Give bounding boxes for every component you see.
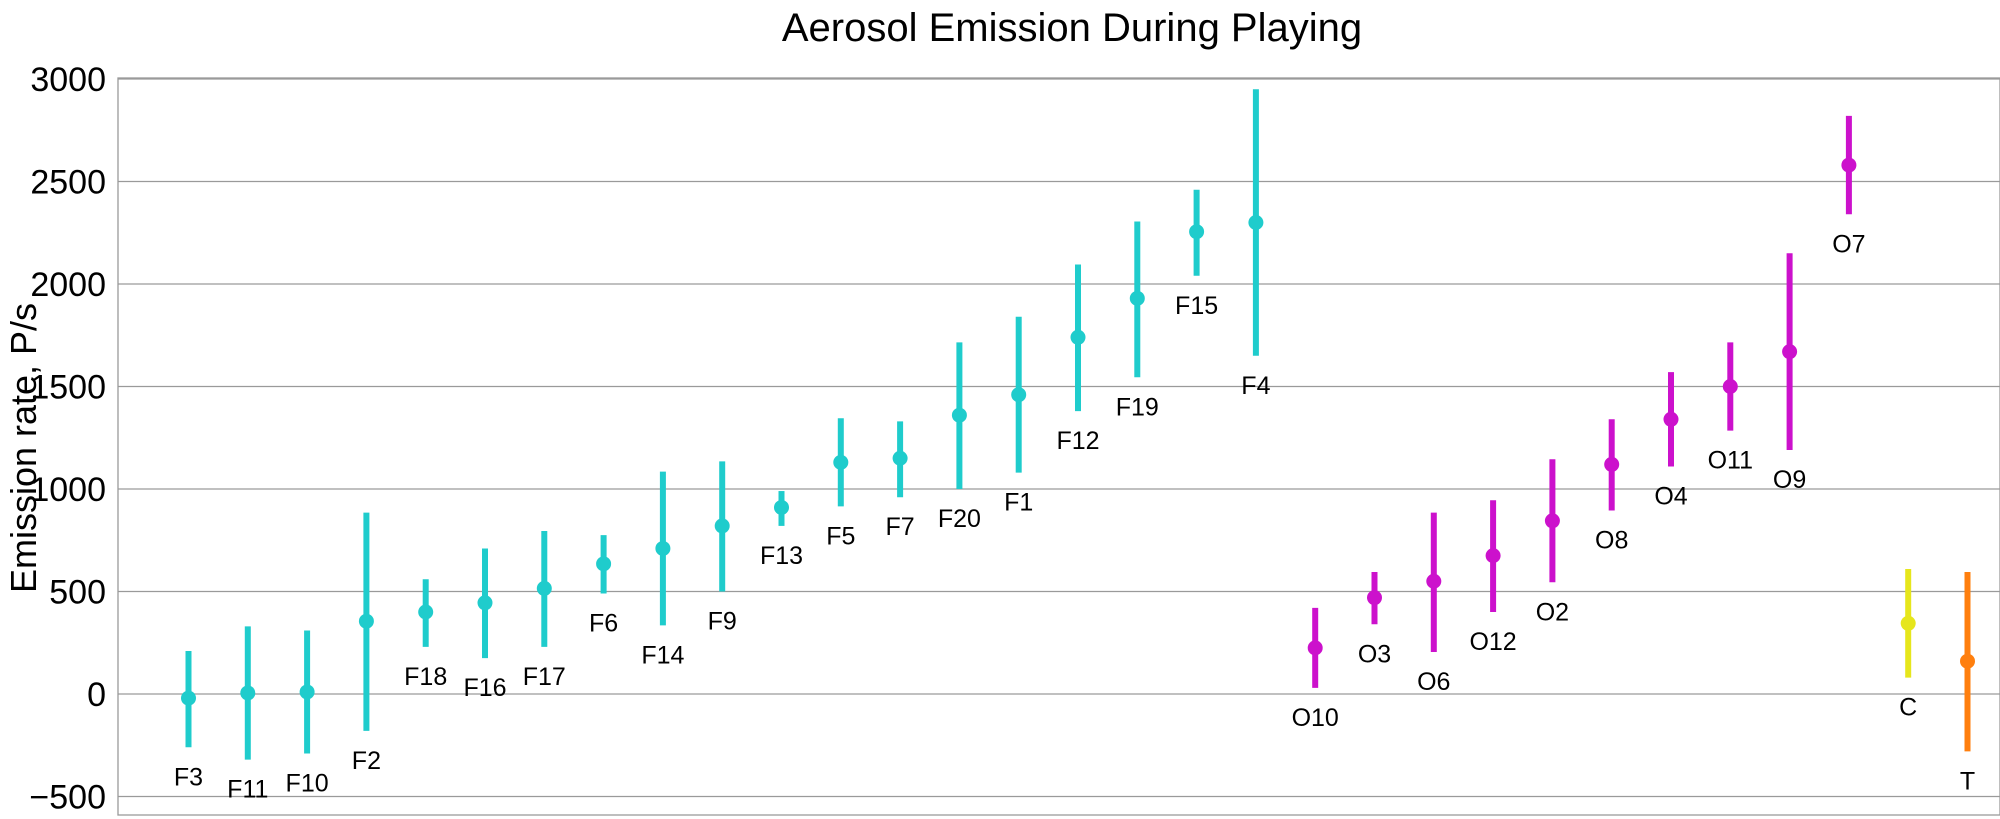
data-point <box>1248 215 1264 230</box>
data-point <box>418 604 434 620</box>
point-label: F6 <box>589 610 618 638</box>
point-label: F20 <box>938 505 981 533</box>
point-label: O12 <box>1469 628 1516 656</box>
data-point <box>358 613 374 629</box>
point-label: F3 <box>174 763 203 791</box>
data-point <box>181 690 196 706</box>
y-tick-label: 1000 <box>30 471 106 509</box>
point-label: O4 <box>1654 482 1687 510</box>
data-point <box>1841 157 1857 173</box>
data-point <box>1011 387 1027 403</box>
data-point <box>655 540 671 556</box>
data-point <box>1129 290 1145 306</box>
point-label: C <box>1899 694 1917 722</box>
point-label: F1 <box>1004 489 1033 517</box>
point-label: O11 <box>1708 447 1753 475</box>
data-point <box>1485 548 1501 564</box>
y-tick-label: 1500 <box>30 369 106 407</box>
point-label: F2 <box>352 747 381 775</box>
point-label: O9 <box>1773 466 1806 494</box>
y-tick-label: −500 <box>29 779 106 817</box>
point-label: O7 <box>1832 230 1865 258</box>
point-label: O6 <box>1417 668 1450 696</box>
data-point <box>1367 590 1382 606</box>
data-point <box>892 450 908 466</box>
data-point <box>1544 513 1560 529</box>
point-label: F17 <box>523 663 566 691</box>
point-label: F13 <box>760 542 803 570</box>
data-point <box>1782 344 1798 360</box>
error-bars <box>185 89 1971 760</box>
data-point <box>1900 615 1916 631</box>
data-point <box>1722 379 1738 394</box>
point-label: F12 <box>1056 427 1099 455</box>
point-label: T <box>1960 767 1975 795</box>
point-label: O3 <box>1358 640 1391 668</box>
data-point <box>1307 640 1323 656</box>
y-axis-ticks: −500 0 500 1000 1500 2000 2500 3000 <box>29 61 106 817</box>
data-points <box>181 157 1975 706</box>
chart-title: Aerosol Emission During Playing <box>782 6 1362 50</box>
point-label: F16 <box>463 674 506 702</box>
data-point <box>774 499 789 515</box>
point-label: F4 <box>1241 372 1270 400</box>
gridlines <box>118 78 2000 798</box>
y-tick-label: 0 <box>87 676 106 714</box>
y-tick-label: 3000 <box>30 61 106 99</box>
data-point <box>1604 456 1620 472</box>
point-label: F14 <box>641 641 684 669</box>
data-point <box>1189 224 1205 240</box>
data-point <box>951 407 967 423</box>
point-label: F18 <box>404 663 447 691</box>
y-tick-label: 2000 <box>30 266 106 304</box>
data-point <box>1960 653 1975 669</box>
data-point <box>596 556 612 572</box>
y-axis-label: Emission rate, P/s <box>3 303 44 593</box>
data-point <box>477 595 493 611</box>
data-point <box>714 518 730 534</box>
point-label: O2 <box>1536 598 1569 626</box>
plot-frame <box>117 77 2000 816</box>
data-point <box>1426 573 1442 589</box>
point-labels: F3 F11 F10 F2 F18 F16 F17 F6 F14 F9 F13 F5 F7 F20 F1 F1… <box>174 230 1975 803</box>
y-tick-label: 500 <box>49 574 106 612</box>
y-tick-label: 2500 <box>30 164 106 202</box>
point-label: F5 <box>826 522 855 550</box>
point-label: F10 <box>286 769 329 797</box>
point-label: F19 <box>1116 393 1159 421</box>
point-label: F9 <box>708 608 737 636</box>
data-point <box>240 685 256 701</box>
point-label: F15 <box>1175 292 1218 320</box>
data-point <box>833 454 849 470</box>
point-label: F7 <box>886 513 915 541</box>
data-point <box>1663 411 1679 427</box>
point-label: F11 <box>227 776 268 804</box>
data-point <box>1070 329 1086 345</box>
data-point <box>299 684 315 700</box>
point-label: O10 <box>1292 704 1339 732</box>
point-label: O8 <box>1595 527 1628 555</box>
data-point <box>536 580 552 596</box>
